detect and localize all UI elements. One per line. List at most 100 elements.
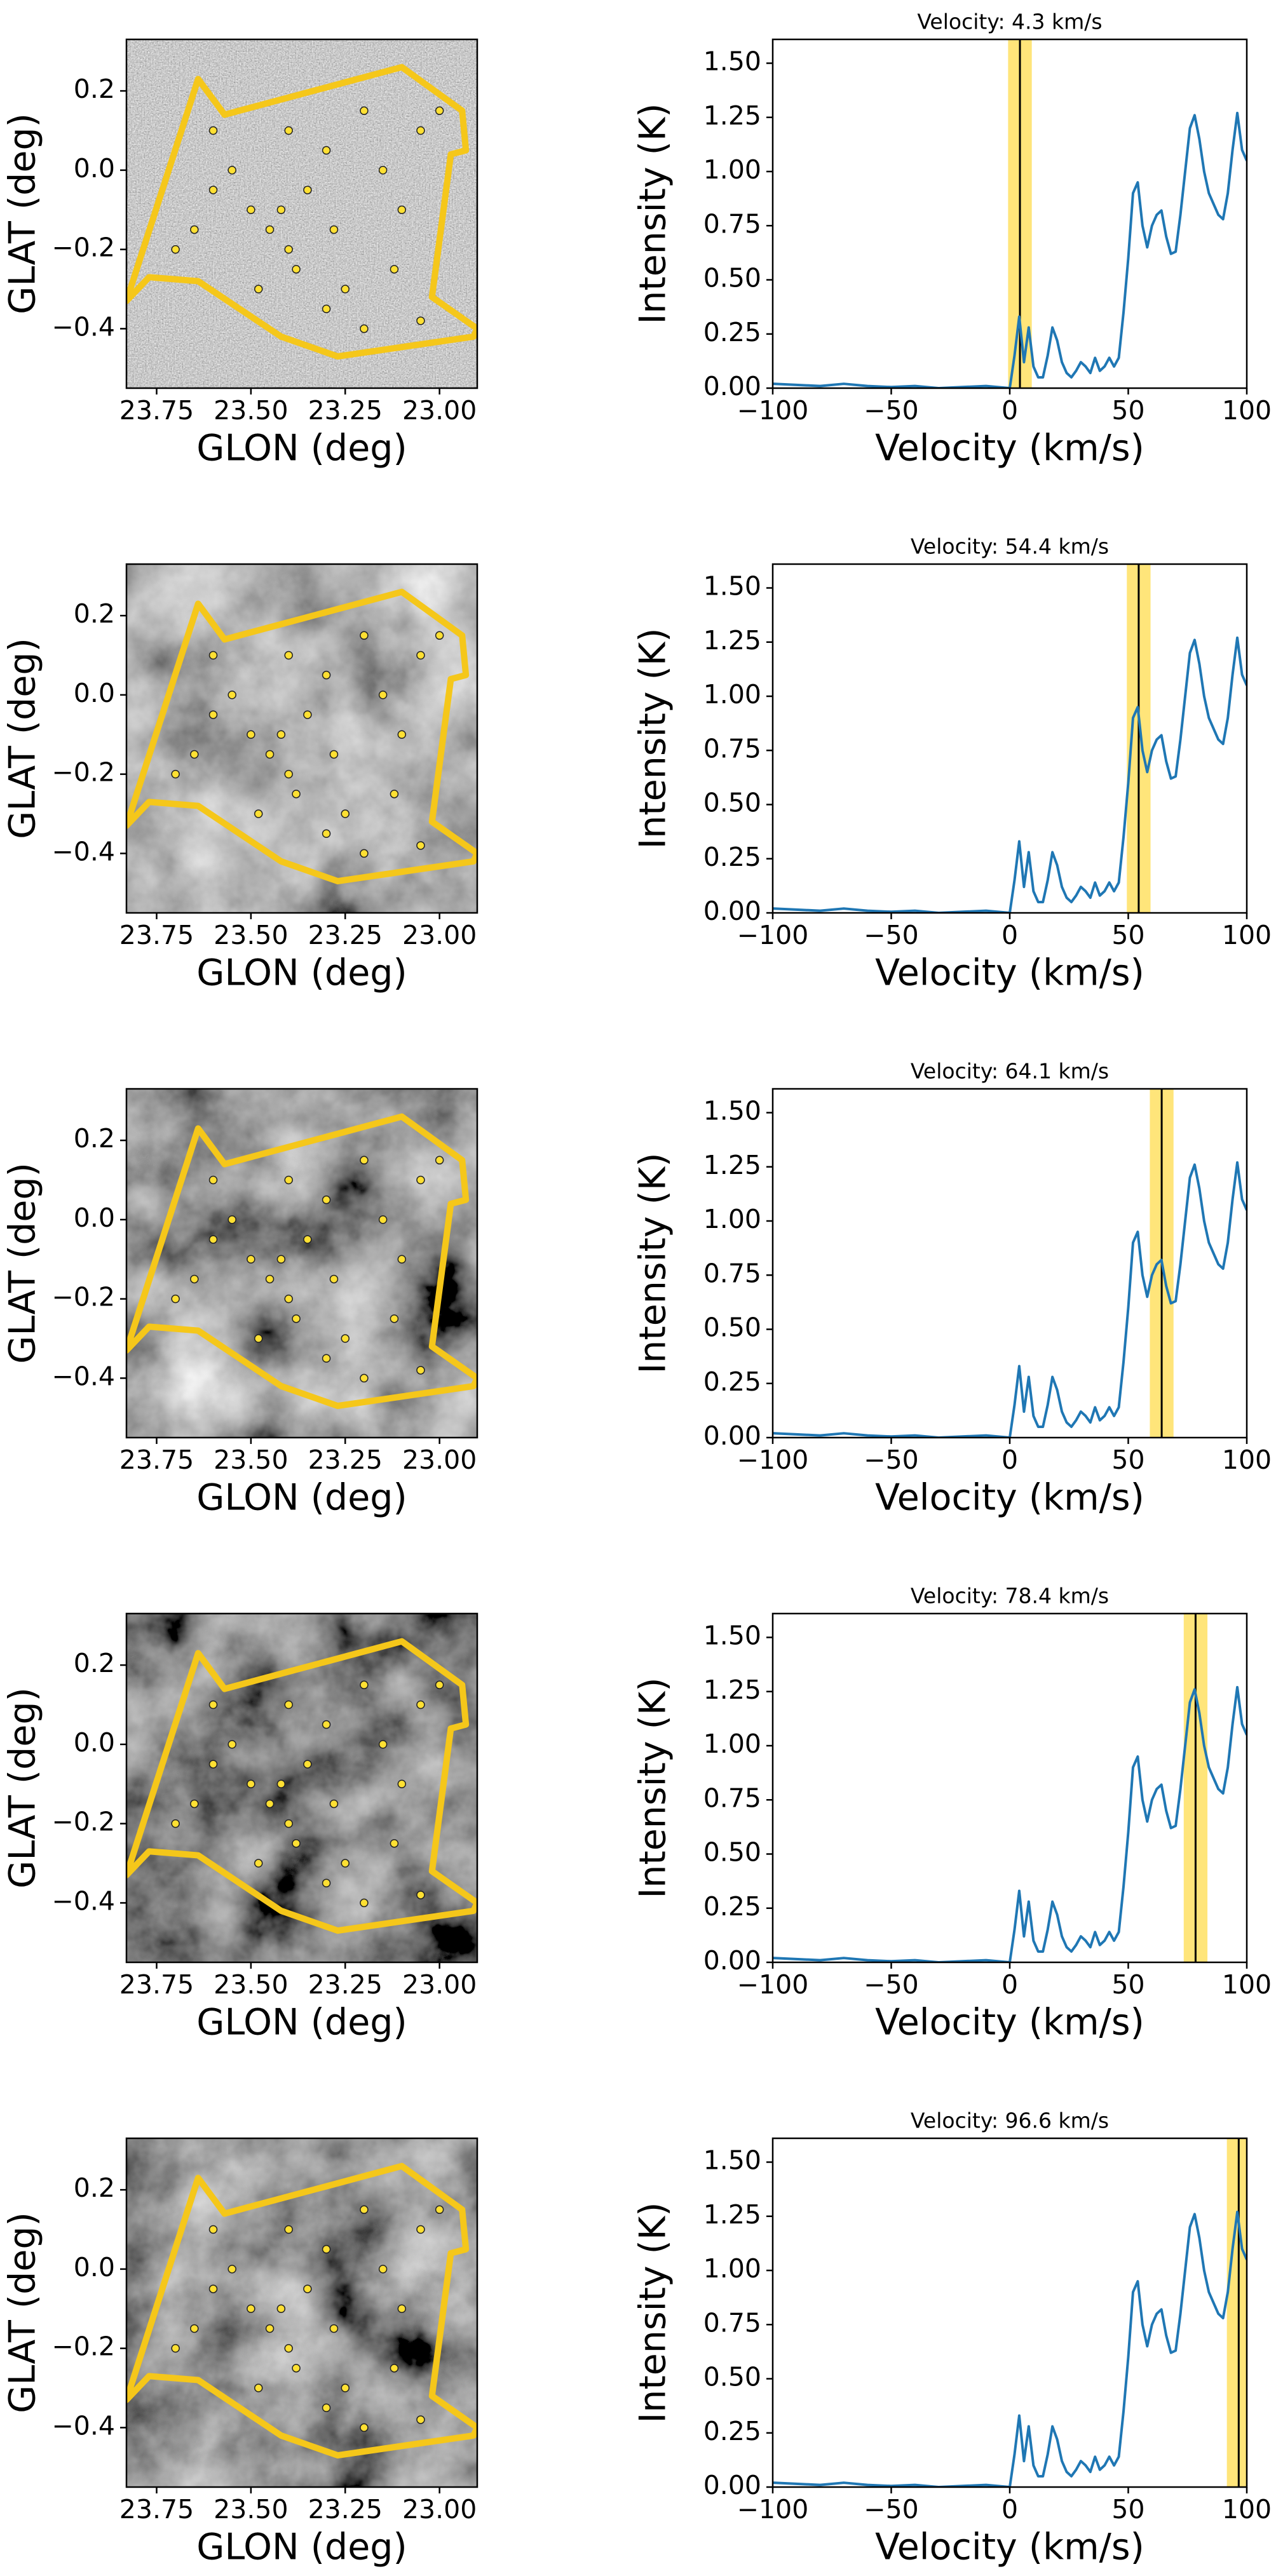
- y-tick-label: 1.00: [703, 679, 761, 710]
- source-point: [390, 1314, 399, 1323]
- y-tick-label: 0.50: [703, 1312, 761, 1343]
- x-axis-label: Velocity (km/s): [875, 952, 1144, 994]
- x-tick-label: 50: [1111, 2494, 1144, 2525]
- source-point: [254, 285, 263, 293]
- y-tick-label: 0.00: [703, 1945, 761, 1976]
- source-point: [171, 769, 180, 779]
- source-point: [292, 1314, 301, 1323]
- y-tick-label: 0.0: [74, 153, 115, 184]
- source-point: [435, 631, 444, 640]
- source-point: [390, 1839, 399, 1848]
- y-tick-label: 0.75: [703, 1258, 761, 1288]
- source-point: [227, 1740, 236, 1749]
- source-point: [378, 691, 388, 699]
- source-point: [360, 1156, 369, 1165]
- panel-title: Velocity: 96.6 km/s: [911, 2108, 1109, 2133]
- source-point: [276, 1779, 286, 1789]
- source-point: [322, 2403, 331, 2412]
- source-point: [378, 2265, 388, 2274]
- source-point: [329, 1799, 339, 1809]
- source-point: [360, 2205, 369, 2215]
- source-point: [284, 1700, 293, 1709]
- source-point: [284, 651, 293, 660]
- source-point: [390, 790, 399, 799]
- source-point: [329, 1274, 339, 1284]
- y-tick-label: −0.2: [51, 233, 115, 263]
- y-tick-label: 0.2: [74, 1648, 115, 1678]
- x-tick-label: 23.25: [308, 920, 383, 950]
- y-axis-label: Intensity (K): [632, 1152, 674, 1373]
- x-tick-label: 100: [1222, 1969, 1272, 2000]
- velocity-band: [1226, 2138, 1247, 2487]
- y-tick-label: 1.00: [703, 1729, 761, 1759]
- y-tick-label: 1.25: [703, 1150, 761, 1180]
- source-point: [416, 2225, 425, 2234]
- y-axis-label: GLAT (deg): [2, 1687, 44, 1889]
- region-outline: [126, 2162, 477, 2459]
- y-tick-label: 0.25: [703, 2416, 761, 2446]
- source-point: [329, 225, 339, 234]
- source-point: [265, 1274, 275, 1284]
- source-point: [416, 651, 425, 660]
- y-tick-label: 0.0: [74, 1203, 115, 1233]
- source-point: [397, 1255, 407, 1264]
- y-tick-label: 0.00: [703, 371, 761, 401]
- source-point: [265, 1799, 275, 1809]
- source-point: [208, 1235, 218, 1244]
- y-tick-label: 1.50: [703, 571, 761, 602]
- source-point: [303, 2284, 312, 2293]
- x-tick-label: −100: [737, 2494, 809, 2525]
- plot-area: [126, 1089, 477, 1438]
- spectrum-line: [773, 2210, 1247, 2487]
- source-point: [284, 2225, 293, 2234]
- source-point: [247, 1255, 255, 1264]
- source-point: [292, 790, 301, 799]
- source-point: [171, 245, 180, 254]
- source-point: [227, 691, 236, 699]
- axes-frame: [125, 2137, 479, 2488]
- y-tick-label: 0.50: [703, 2362, 761, 2392]
- x-tick-label: −50: [864, 395, 919, 426]
- x-axis-label: GLON (deg): [196, 2526, 407, 2568]
- source-point: [322, 1878, 331, 1887]
- region-outline: [126, 64, 477, 360]
- x-tick-label: 23.75: [119, 1969, 194, 2000]
- source-point: [329, 750, 339, 759]
- source-point: [276, 730, 286, 739]
- region-outline: [126, 1638, 477, 1934]
- y-tick-label: 1.25: [703, 2199, 761, 2230]
- x-tick-label: 23.25: [308, 395, 383, 426]
- spectrum-line: [773, 1685, 1247, 1962]
- x-tick-label: 50: [1111, 395, 1144, 426]
- spectrum-line: [773, 636, 1247, 913]
- source-point: [378, 166, 388, 175]
- source-point: [416, 126, 425, 135]
- plot-area: [773, 2138, 1247, 2487]
- source-point: [247, 205, 255, 215]
- x-tick-label: 100: [1222, 1445, 1272, 1475]
- x-axis-label: GLON (deg): [196, 952, 407, 994]
- source-point: [416, 316, 425, 325]
- source-point: [435, 2205, 444, 2215]
- source-point: [416, 841, 425, 850]
- source-point: [190, 1799, 199, 1809]
- x-tick-label: −50: [864, 1969, 919, 2000]
- source-point: [284, 769, 293, 779]
- y-tick-label: 0.2: [74, 74, 115, 104]
- source-point: [390, 265, 399, 274]
- x-tick-label: 23.50: [214, 2494, 288, 2525]
- y-tick-label: 0.0: [74, 1727, 115, 1758]
- y-tick-label: −0.2: [51, 1807, 115, 1837]
- source-point: [208, 651, 218, 660]
- source-point: [397, 1779, 407, 1789]
- x-tick-label: 23.50: [214, 1969, 288, 2000]
- x-axis-label: Velocity (km/s): [875, 2002, 1144, 2044]
- source-point: [303, 1235, 312, 1244]
- y-axis-label: Intensity (K): [632, 103, 674, 324]
- map-image: [126, 2138, 477, 2487]
- y-tick-label: 1.50: [703, 2145, 761, 2176]
- map-image: [126, 39, 477, 388]
- plot-area: [773, 1089, 1247, 1438]
- source-point: [208, 710, 218, 719]
- x-tick-label: 23.75: [119, 920, 194, 950]
